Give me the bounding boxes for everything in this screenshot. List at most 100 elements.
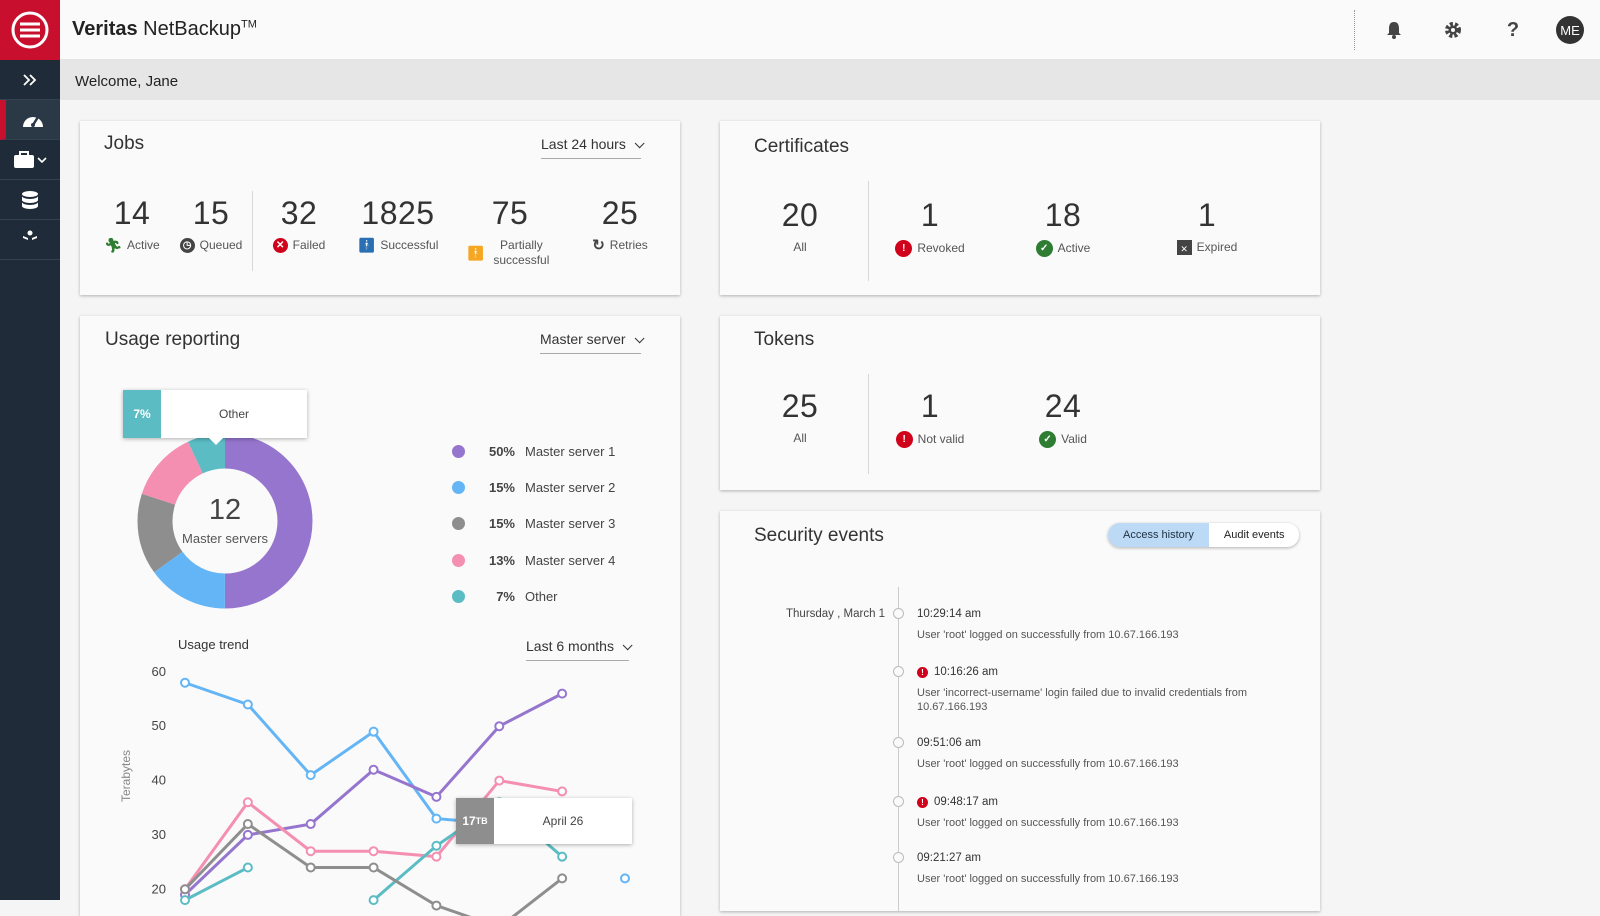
trend-point-1[interactable] xyxy=(242,699,253,710)
running-icon: 🏃︎ xyxy=(104,237,123,253)
event-description: User 'root' logged on successfully from … xyxy=(917,758,1179,770)
trend-point-2[interactable] xyxy=(431,791,442,802)
error-icon: ✕ xyxy=(272,238,288,253)
trend-point-1[interactable] xyxy=(180,677,190,688)
event-description: User 'root' logged on successfully from … xyxy=(917,873,1179,885)
database-icon xyxy=(22,190,38,209)
trend-point-1[interactable] xyxy=(620,873,630,884)
question-icon[interactable]: ? xyxy=(1506,18,1520,41)
event-description: User 'root' logged on successfully from … xyxy=(917,629,1179,641)
trend-point-1[interactable] xyxy=(431,813,442,824)
trend-series-line-1[interactable] xyxy=(184,681,500,826)
trend-point-2[interactable] xyxy=(368,764,379,775)
legend-item-server4[interactable]: 13% Master server 4 xyxy=(452,553,615,568)
certificates-title: Certificates xyxy=(754,136,850,157)
gear-icon[interactable] xyxy=(1441,18,1465,42)
sidebar xyxy=(0,60,60,900)
jobs-stat-retries[interactable]: 25 ↻ Retries xyxy=(592,195,648,254)
trend-point-3[interactable] xyxy=(368,846,379,857)
veritas-logo[interactable] xyxy=(0,0,60,60)
jobs-stat-failed[interactable]: 32 ✕ Failed xyxy=(264,195,334,253)
legend-item-other[interactable]: 7% Other xyxy=(452,589,558,604)
token-stat-valid[interactable]: 24 ✓ Valid xyxy=(1008,388,1118,448)
trend-point-5[interactable] xyxy=(180,884,190,895)
trend-point-4[interactable] xyxy=(431,840,442,851)
y-tick-label: 50 xyxy=(152,718,166,733)
alert-icon: ! xyxy=(917,796,928,808)
calendar-x-icon: ✕ xyxy=(1176,240,1192,255)
event-time: ! 10:16:26 am xyxy=(917,666,998,678)
trend-series-line-4[interactable] xyxy=(184,866,249,902)
token-stat-not-valid[interactable]: 1 ! Not valid xyxy=(875,388,985,448)
trend-point-4[interactable] xyxy=(180,895,190,906)
briefcase-icon xyxy=(14,150,47,168)
check-icon: ✓ xyxy=(1039,431,1057,448)
jobs-range-dropdown[interactable]: Last 24 hours xyxy=(541,136,645,159)
trend-point-1[interactable] xyxy=(305,770,316,781)
timeline-node xyxy=(893,737,904,748)
trend-point-2[interactable] xyxy=(557,688,568,699)
jobs-stat-partial[interactable]: 75 🚹︎ Partially successful xyxy=(466,195,550,267)
trend-point-4[interactable] xyxy=(557,851,568,862)
trend-title: Usage trend xyxy=(178,637,249,652)
trend-point-5[interactable] xyxy=(368,862,379,873)
cert-stat-active[interactable]: 18 ✓ Active xyxy=(1008,197,1118,257)
bell-icon[interactable] xyxy=(1382,18,1406,42)
donut-slice-server3[interactable] xyxy=(137,433,313,609)
sidebar-item-dashboard[interactable] xyxy=(0,100,60,140)
cert-stat-expired[interactable]: 1 ✕ Expired xyxy=(1152,197,1262,255)
event-description: User 'incorrect-username' login failed d… xyxy=(917,687,1248,713)
trend-point-3[interactable] xyxy=(431,851,442,862)
sidebar-item-storage[interactable] xyxy=(0,180,60,220)
jobs-stat-queued[interactable]: 15 ◷ Queued xyxy=(175,195,247,253)
trend-point-4[interactable] xyxy=(242,862,253,873)
sidebar-item-security[interactable] xyxy=(0,220,60,260)
jobs-stat-active[interactable]: 14 🏃︎ Active xyxy=(104,195,160,253)
trend-point-2[interactable] xyxy=(242,829,253,840)
trend-point-5[interactable] xyxy=(431,900,442,911)
jobs-divider xyxy=(252,191,253,271)
sidebar-expand[interactable] xyxy=(0,60,60,100)
security-tabs: Access history Audit events xyxy=(1108,523,1300,547)
trend-point-3[interactable] xyxy=(305,846,316,857)
trend-point-3[interactable] xyxy=(557,786,568,797)
trend-point-5[interactable] xyxy=(242,819,253,830)
toolbar-divider xyxy=(1354,10,1355,50)
event-description: User 'root' logged on successfully from … xyxy=(917,817,1179,829)
trend-range-dropdown[interactable]: Last 6 months xyxy=(526,638,633,661)
timeline-node xyxy=(893,852,904,863)
trend-point-2[interactable] xyxy=(305,819,316,830)
tab-access-history[interactable]: Access history xyxy=(1108,523,1209,547)
logo-icon xyxy=(11,11,49,49)
sidebar-item-workloads[interactable] xyxy=(0,140,60,180)
app-brand: Veritas NetBackupTM xyxy=(72,18,257,40)
timeline-date: Thursday , March 1 xyxy=(786,608,886,620)
y-tick-label: 40 xyxy=(152,773,166,788)
trend-point-5[interactable] xyxy=(557,873,568,884)
event-time: ! 09:48:17 am xyxy=(917,796,998,808)
legend-item-server1[interactable]: 50% Master server 1 xyxy=(452,444,615,459)
event-time: 09:21:27 am xyxy=(917,852,981,864)
legend-item-server3[interactable]: 15% Master server 3 xyxy=(452,516,615,531)
event-time: 10:29:14 am xyxy=(917,608,981,620)
legend-item-server2[interactable]: 15% Master server 2 xyxy=(452,480,615,495)
token-stat-all[interactable]: 25 All xyxy=(781,388,819,445)
cert-stat-revoked[interactable]: 1 ! Revoked xyxy=(875,197,985,257)
trend-point-2[interactable] xyxy=(494,721,505,732)
trend-point-3[interactable] xyxy=(242,797,253,808)
trend-point-4[interactable] xyxy=(368,895,379,906)
donut-slice-other[interactable] xyxy=(137,433,313,609)
person-success-icon: 🚹︎ xyxy=(357,237,376,253)
jobs-stat-successful[interactable]: 1825 🚹︎ Successful xyxy=(357,195,439,253)
server-dropdown[interactable]: Master server xyxy=(540,331,645,354)
cert-divider xyxy=(868,181,869,281)
trend-point-5[interactable] xyxy=(305,862,316,873)
trend-point-1[interactable] xyxy=(368,726,379,737)
tab-audit-events[interactable]: Audit events xyxy=(1208,523,1300,547)
trend-point-3[interactable] xyxy=(494,775,505,786)
timeline-node xyxy=(893,608,904,619)
event-time: 09:51:06 am xyxy=(917,737,981,749)
avatar[interactable]: ME xyxy=(1556,16,1584,44)
cert-stat-all[interactable]: 20 All xyxy=(781,197,819,254)
trend-ylabel: Terabytes xyxy=(119,750,133,802)
